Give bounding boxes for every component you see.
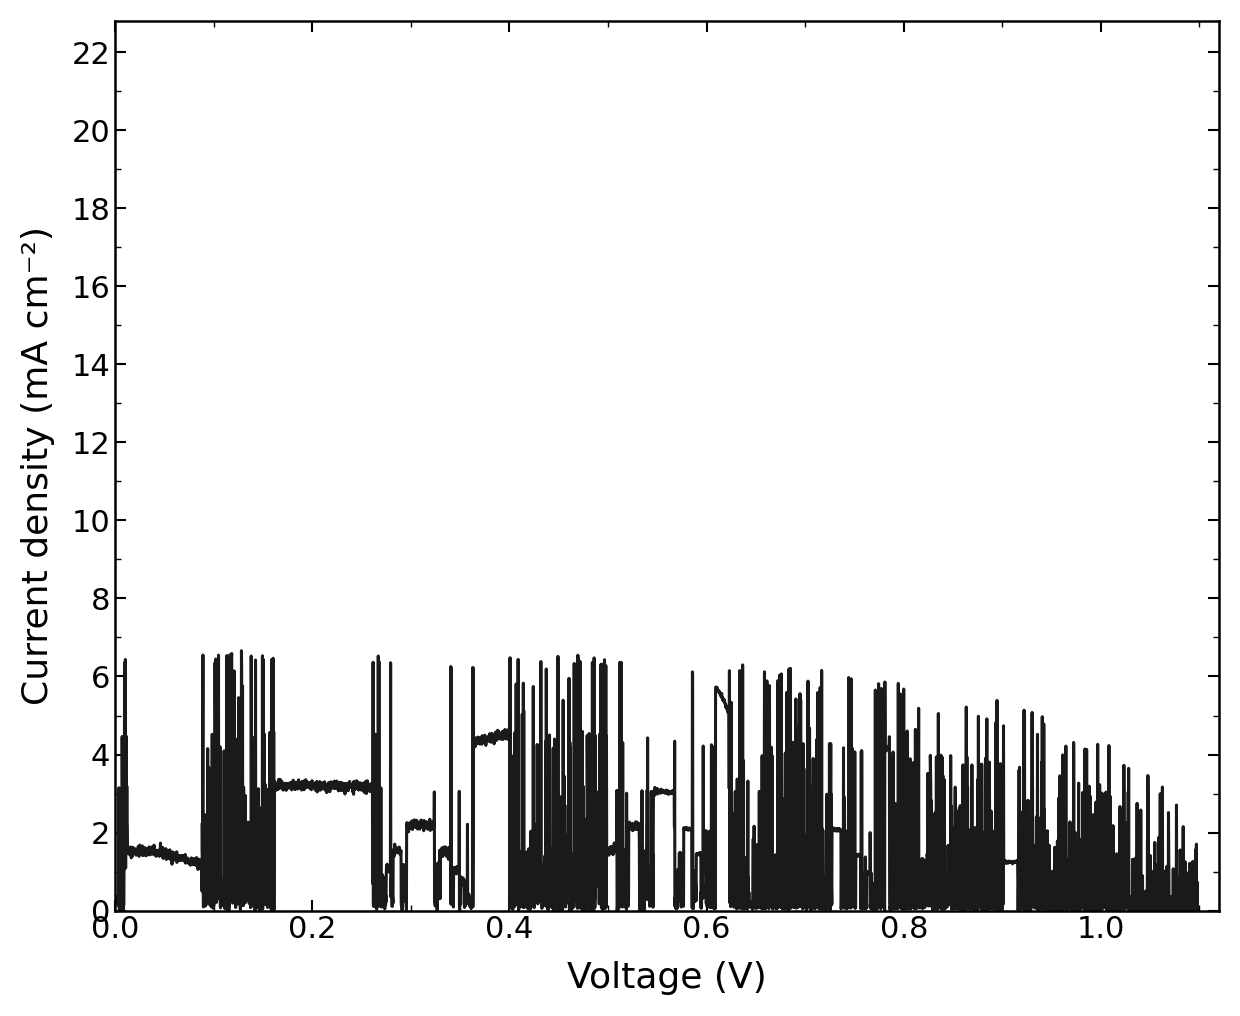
- Y-axis label: Current density (mA cm⁻²): Current density (mA cm⁻²): [21, 227, 55, 705]
- X-axis label: Voltage (V): Voltage (V): [568, 961, 768, 995]
